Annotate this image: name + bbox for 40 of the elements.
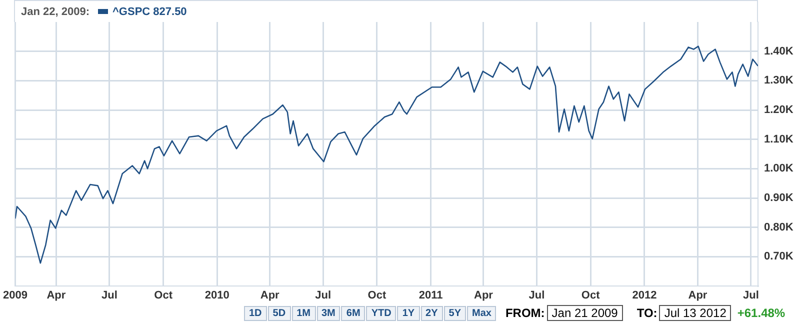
text: 3M xyxy=(316,306,340,320)
y-tick-label: 0.80K xyxy=(764,221,794,234)
y-tick-label: 0.90K xyxy=(764,192,794,204)
x-tick-label: Jul xyxy=(315,290,332,302)
text: TO: xyxy=(636,306,658,320)
x-tick-label: Apr xyxy=(474,290,494,302)
x-tick-label: Oct xyxy=(581,290,600,302)
y-tick-label: 1.00K xyxy=(764,162,794,175)
text: Max xyxy=(467,306,496,320)
legend-label: ^GSPC 827.50 xyxy=(112,6,187,18)
x-tick-label: Oct xyxy=(368,290,386,302)
chart-title: Jan 22, 2009: xyxy=(21,6,90,18)
x-tick-label: Jul xyxy=(102,290,118,302)
text: 5D xyxy=(268,306,291,320)
text: Jan 21 2009 xyxy=(546,305,623,321)
text: 5Y xyxy=(444,306,466,320)
x-tick-label: Apr xyxy=(260,290,280,302)
y-tick-label: 1.40K xyxy=(764,45,794,58)
text: 2Y xyxy=(420,306,443,320)
x-tick-label: 2010 xyxy=(204,290,230,302)
y-tick-label: 0.70K xyxy=(764,250,794,263)
y-tick-label: 1.20K xyxy=(764,104,794,116)
text: +61.48% xyxy=(737,306,786,320)
text: FROM: xyxy=(505,306,545,320)
text: Jul 13 2012 xyxy=(659,305,732,321)
x-tick-label: Oct xyxy=(154,290,173,302)
text: 6M xyxy=(341,306,366,320)
x-tick-label: 2009 xyxy=(2,290,28,302)
x-tick-label: 2011 xyxy=(418,290,443,302)
x-tick-label: 2012 xyxy=(632,290,657,302)
x-tick-label: Apr xyxy=(688,290,708,302)
x-tick-label: Jul xyxy=(528,290,545,302)
text: YTD xyxy=(366,306,396,320)
text: 1Y xyxy=(397,306,420,320)
x-tick-label: Jul xyxy=(743,290,759,302)
y-tick-label: 1.30K xyxy=(764,74,794,87)
x-tick-label: Apr xyxy=(46,290,66,302)
text: 1M xyxy=(292,306,316,320)
y-tick-label: 1.10K xyxy=(764,133,794,146)
text: 1D xyxy=(244,306,267,320)
